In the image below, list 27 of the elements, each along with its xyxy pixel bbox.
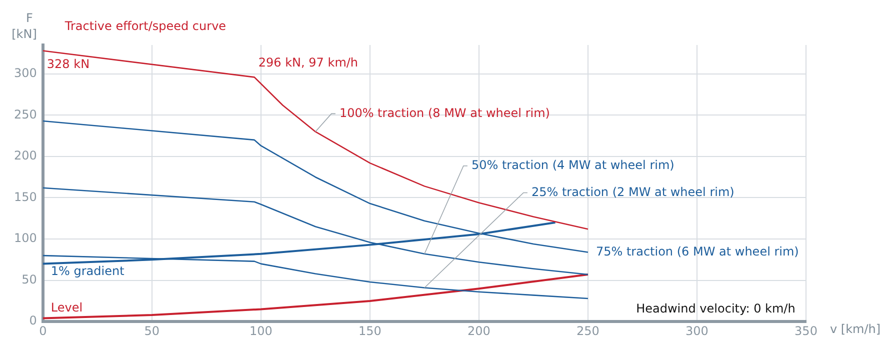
x-tick-label: 50 bbox=[144, 324, 160, 338]
x-tick-label: 100 bbox=[249, 324, 272, 338]
series-label: Level bbox=[50, 300, 83, 314]
x-tick-label: 200 bbox=[468, 324, 490, 338]
annotation: 296 kN, 97 km/h bbox=[258, 55, 358, 70]
x-tick-label: 150 bbox=[358, 324, 382, 338]
annotation: 328 kN bbox=[46, 56, 90, 71]
y-tick-label: 250 bbox=[14, 107, 37, 122]
y-axis-title: F [kN] bbox=[12, 11, 37, 42]
x-tick-label: 0 bbox=[39, 324, 47, 338]
y-tick-label: 100 bbox=[14, 231, 37, 246]
y-tick-label: 0 bbox=[29, 314, 37, 328]
y-tick-label: 300 bbox=[14, 66, 37, 80]
x-tick-label: 300 bbox=[686, 324, 708, 338]
text: 25% traction (2 MW at wheel rim) bbox=[531, 184, 734, 199]
x-tick-label: 350 bbox=[794, 324, 818, 338]
y-tick-label: 200 bbox=[14, 148, 37, 163]
x-axis-title: v [km/h] bbox=[830, 322, 881, 336]
y-tick-label: 50 bbox=[22, 272, 37, 286]
chart-title: Tractive effort/speed curve bbox=[64, 19, 226, 34]
text: 50% traction (4 MW at wheel rim) bbox=[471, 158, 674, 172]
y-tick-label: 150 bbox=[14, 190, 37, 204]
series-label: 75% traction (6 MW at wheel rim) bbox=[596, 244, 799, 258]
x-tick-label: 250 bbox=[576, 324, 600, 338]
series-label: 1% gradient bbox=[50, 264, 125, 278]
annotation: Headwind velocity: 0 km/h bbox=[636, 302, 796, 316]
series-label: 100% traction (8 MW at wheel rim) bbox=[339, 106, 550, 120]
